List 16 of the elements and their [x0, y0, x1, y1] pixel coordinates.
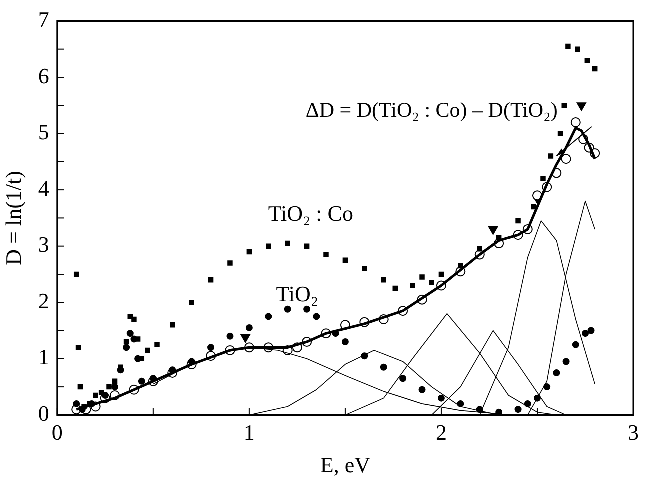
x-tick-label: 2 — [436, 420, 447, 446]
x-tick-label: 1 — [244, 420, 255, 446]
y-tick-label: 2 — [38, 288, 50, 314]
y-tick-label: 6 — [38, 63, 50, 88]
series-label: TiO₂ — [276, 282, 319, 307]
y-tick-label: 3 — [38, 232, 50, 258]
x-axis-title: E, eV — [320, 452, 371, 478]
y-tick-label: 7 — [38, 6, 50, 32]
annotation: ΔD = D(TiO₂ : Co) – D(TiO₂) — [306, 98, 558, 122]
y-axis-title: D = ln(1/t) — [0, 171, 26, 266]
y-tick-label: 0 — [38, 400, 50, 426]
x-tick-label: 3 — [628, 420, 639, 446]
series-label: TiO₂ : Co — [268, 201, 354, 226]
y-tick-label: 5 — [38, 120, 50, 145]
y-tick-label: 4 — [38, 176, 50, 201]
y-tick-label: 1 — [38, 344, 50, 370]
